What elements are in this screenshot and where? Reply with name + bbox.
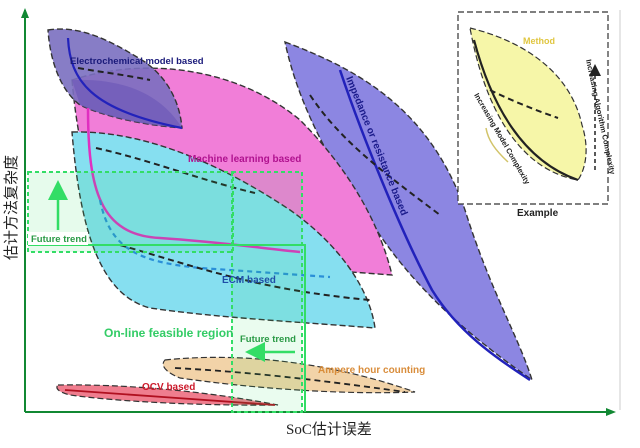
future-trend-horizontal-label: Future trend (240, 334, 296, 345)
impedance-dashed-curve (309, 94, 441, 216)
example-method-label: Method (523, 36, 555, 46)
ocv-label: OCV based (142, 382, 195, 393)
ecm-blue-dashed-curve (98, 199, 331, 279)
impedance-curve (338, 69, 531, 382)
electrochemical-dashed-curve (77, 67, 151, 81)
ecm-label: ECM based (222, 275, 276, 286)
example-model-arrow (485, 127, 509, 163)
online-feasible-label: On-line feasible region (104, 326, 233, 340)
future-trend-vertical-label: Future trend (31, 234, 87, 245)
ml-dashed-curve (95, 147, 256, 194)
x-axis-label: SoC估计误差 (286, 421, 372, 438)
example-solid-curve (472, 39, 579, 182)
ocv-region (56, 384, 279, 406)
ecm-dashed-curve (119, 244, 371, 301)
future-trend-horizontal-band (231, 171, 303, 413)
ocv-curve (64, 389, 276, 406)
y-axis-arrowhead (21, 8, 29, 18)
example-method-region (469, 27, 587, 181)
ecm-region (71, 131, 376, 329)
x-axis-arrowhead (606, 408, 616, 416)
ml-curve (86, 107, 301, 254)
impedance-region (284, 40, 534, 382)
electrochemical-label: Electrochemical model based (70, 56, 204, 67)
example-caption: Example (517, 208, 559, 219)
ampere-hour-label: Ampere hour counting (318, 365, 425, 376)
ampere-hour-region (162, 356, 416, 394)
online-feasible-boundary (28, 244, 306, 412)
future-trend-vertical-label-bg (28, 232, 88, 245)
y-axis-label: 估计方法复杂度 (2, 155, 20, 260)
electrochemical-curve (66, 37, 183, 130)
electrochemical-overlap (72, 79, 182, 128)
machine-learning-label: Machine learning based (188, 154, 301, 165)
ampere-dashed-curve (174, 367, 406, 393)
